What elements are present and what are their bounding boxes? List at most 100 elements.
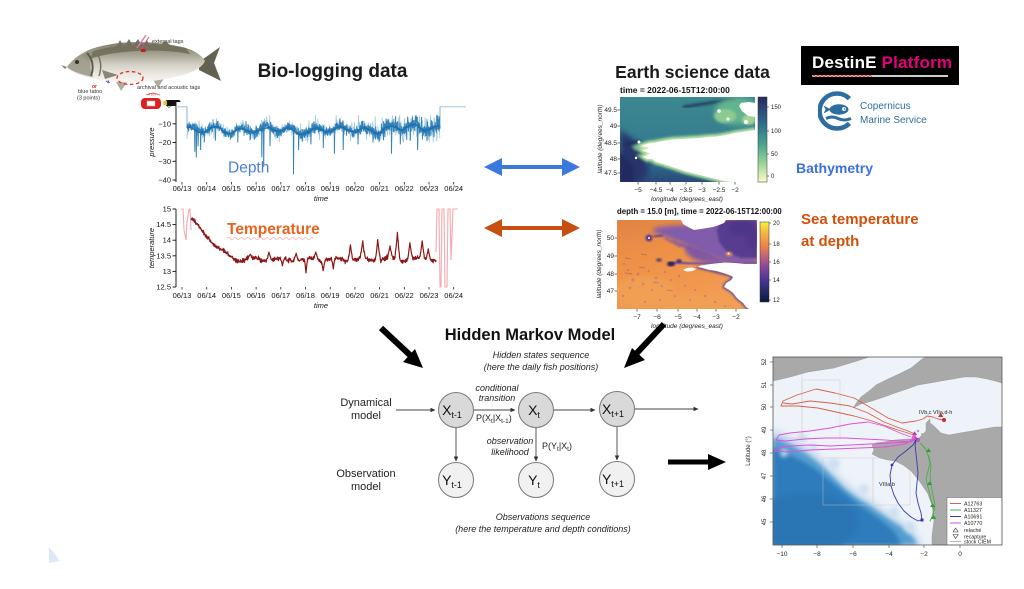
svg-text:Observations sequence: Observations sequence [496, 512, 591, 522]
svg-text:−10: −10 [776, 551, 787, 558]
svg-text:06/14: 06/14 [197, 291, 216, 300]
svg-text:−2: −2 [731, 187, 739, 194]
svg-text:−2.5: −2.5 [713, 187, 726, 194]
svg-text:−3: −3 [698, 187, 706, 194]
svg-text:Marine Service: Marine Service [860, 115, 927, 126]
svg-text:−8: −8 [813, 551, 821, 558]
svg-text:06/15: 06/15 [222, 291, 241, 300]
svg-text:12.5: 12.5 [156, 283, 171, 292]
svg-text:47: 47 [762, 472, 768, 479]
svg-text:13: 13 [163, 267, 171, 276]
svg-text:50: 50 [607, 235, 615, 242]
svg-text:−7: −7 [633, 314, 641, 321]
svg-text:A11327: A11327 [964, 508, 982, 514]
svg-text:VIIIa,b: VIIIa,b [879, 482, 895, 488]
svg-text:Dynamical: Dynamical [340, 397, 391, 409]
svg-text:47.5: 47.5 [604, 170, 617, 177]
svg-text:49.5: 49.5 [604, 107, 617, 114]
svg-text:Hidden states sequence: Hidden states sequence [493, 350, 590, 360]
svg-text:50: 50 [762, 403, 768, 410]
svg-text:−4: −4 [666, 187, 674, 194]
svg-text:06/17: 06/17 [271, 184, 290, 193]
svg-text:latitude (degrees_north): latitude (degrees_north) [597, 104, 604, 173]
svg-text:Copernicus: Copernicus [860, 101, 911, 112]
svg-text:−2: −2 [920, 551, 928, 558]
svg-text:18: 18 [773, 242, 780, 248]
svg-text:model: model [351, 481, 381, 493]
svg-text:06/22: 06/22 [395, 184, 414, 193]
svg-text:model: model [351, 410, 381, 422]
svg-text:06/16: 06/16 [247, 291, 266, 300]
svg-text:06/21: 06/21 [370, 184, 389, 193]
svg-text:13.5: 13.5 [156, 251, 171, 260]
svg-text:A10691: A10691 [964, 515, 982, 521]
svg-text:06/16: 06/16 [247, 184, 266, 193]
svg-text:−4: −4 [885, 551, 893, 558]
svg-text:4 cm: 4 cm [148, 93, 156, 97]
svg-text:Xt: Xt [528, 402, 540, 420]
svg-text:06/24: 06/24 [444, 184, 463, 193]
svg-text:−6: −6 [849, 551, 857, 558]
svg-text:pressure: pressure [147, 127, 156, 157]
svg-text:−2: −2 [732, 314, 740, 321]
svg-text:06/13: 06/13 [173, 184, 192, 193]
svg-text:−3: −3 [712, 314, 720, 321]
svg-text:51: 51 [762, 381, 768, 388]
svg-text:−4: −4 [693, 314, 701, 321]
svg-text:time: time [314, 301, 328, 310]
svg-text:A12763: A12763 [964, 502, 982, 508]
svg-text:20: 20 [773, 221, 780, 227]
svg-text:or: or [92, 84, 97, 90]
svg-text:−40: −40 [158, 176, 171, 185]
svg-text:latitude (degrees_north): latitude (degrees_north) [596, 229, 603, 298]
svg-text:48: 48 [762, 449, 768, 456]
svg-text:−6: −6 [653, 314, 661, 321]
svg-text:P(Xt|Xt-1): P(Xt|Xt-1) [476, 413, 512, 425]
svg-text:0: 0 [958, 551, 962, 558]
svg-text:A10770: A10770 [964, 521, 982, 527]
svg-text:06/23: 06/23 [420, 184, 439, 193]
svg-text:150: 150 [771, 105, 782, 111]
svg-text:−30: −30 [158, 157, 171, 166]
svg-text:49: 49 [607, 253, 615, 260]
svg-text:−10: −10 [158, 119, 171, 128]
svg-text:50: 50 [771, 152, 778, 158]
svg-text:(here the daily fish positions: (here the daily fish positions) [484, 362, 599, 372]
svg-text:06/19: 06/19 [321, 184, 340, 193]
svg-text:48: 48 [610, 156, 618, 163]
svg-text:temperature: temperature [147, 228, 156, 268]
svg-text:stock CIEM: stock CIEM [964, 540, 991, 546]
svg-text:14.5: 14.5 [156, 220, 171, 229]
svg-text:15: 15 [163, 205, 171, 214]
svg-text:06/24: 06/24 [444, 291, 463, 300]
svg-text:06/17: 06/17 [271, 291, 290, 300]
svg-text:49: 49 [762, 426, 768, 433]
svg-text:16: 16 [773, 260, 780, 266]
svg-text:14: 14 [773, 278, 780, 284]
svg-text:longitude (degrees_east): longitude (degrees_east) [651, 196, 723, 203]
svg-text:47: 47 [607, 288, 615, 295]
svg-text:46: 46 [762, 495, 768, 502]
svg-text:−5: −5 [674, 314, 682, 321]
svg-text:12: 12 [773, 298, 780, 304]
svg-text:IVb,c VIIa,d-h: IVb,c VIIa,d-h [919, 410, 952, 416]
svg-text:06/18: 06/18 [296, 184, 315, 193]
svg-text:Temperature: Temperature [227, 221, 320, 238]
svg-text:06/14: 06/14 [197, 184, 216, 193]
svg-text:45: 45 [762, 518, 768, 525]
svg-text:−4.5: −4.5 [650, 187, 663, 194]
svg-text:48.5: 48.5 [604, 140, 617, 147]
svg-text:Latitude (°): Latitude (°) [746, 436, 752, 465]
svg-text:49: 49 [610, 123, 618, 130]
svg-text:06/18: 06/18 [296, 291, 315, 300]
svg-text:(here the temperature and dept: (here the temperature and depth conditio… [455, 524, 631, 534]
svg-text:06/23: 06/23 [420, 291, 439, 300]
svg-text:0: 0 [771, 174, 775, 180]
svg-text:14: 14 [163, 236, 171, 245]
svg-text:48: 48 [607, 271, 615, 278]
svg-text:06/21: 06/21 [370, 291, 389, 300]
svg-text:06/13: 06/13 [173, 291, 192, 300]
svg-text:−5: −5 [634, 187, 642, 194]
svg-text:transition: transition [479, 393, 516, 403]
svg-text:100: 100 [771, 129, 782, 135]
